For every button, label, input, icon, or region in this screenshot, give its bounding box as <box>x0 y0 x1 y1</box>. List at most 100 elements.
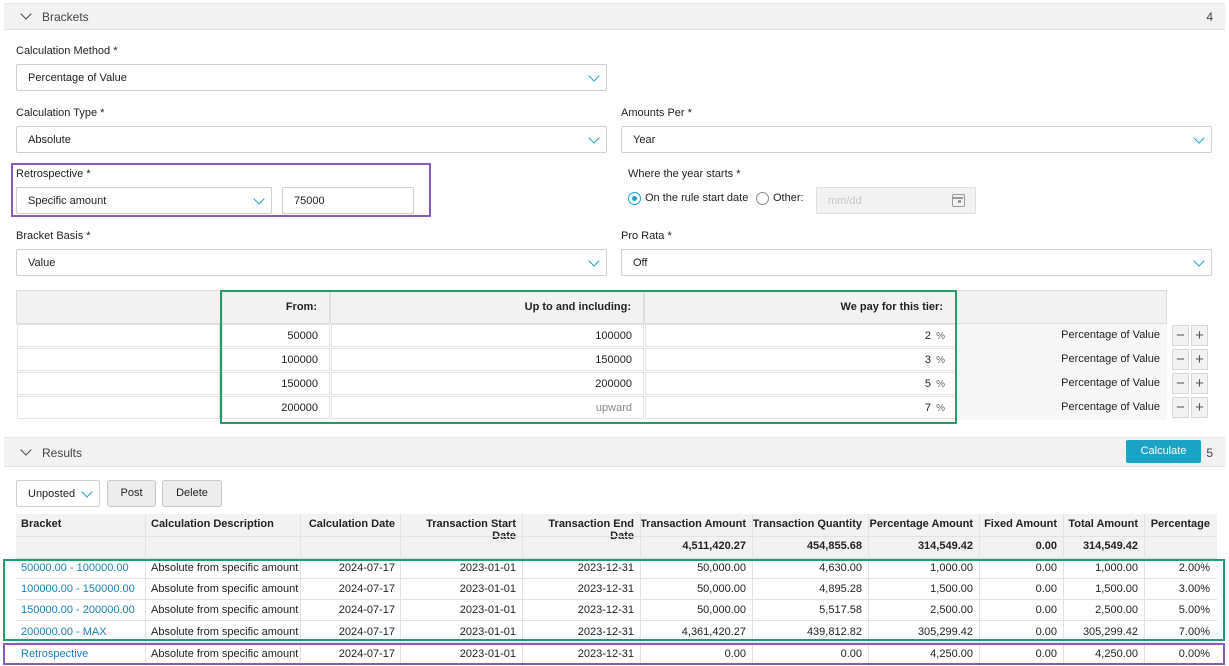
col-header-txn-quantity[interactable]: Transaction Quantity <box>752 518 862 530</box>
tier-remove-button[interactable]: − <box>1172 373 1189 394</box>
tier-header-pay: We pay for this tier: <box>644 290 956 324</box>
radio-other-label: Other: <box>773 192 804 204</box>
chevron-down-icon <box>253 193 265 205</box>
tier-add-button[interactable]: + <box>1191 397 1208 418</box>
cell-percentage: 0.00% <box>1178 648 1210 660</box>
tier-method-label: Percentage of Value <box>1061 353 1160 365</box>
tier-from-value: 150000 <box>281 378 318 390</box>
delete-button[interactable]: Delete <box>162 480 222 507</box>
date-placeholder: mm/dd <box>828 195 862 207</box>
tier-pay-unit: % <box>936 403 945 414</box>
tier-pay-input[interactable]: 7 % <box>645 396 956 419</box>
col-header-fixed-amount[interactable]: Fixed Amount <box>984 518 1057 530</box>
tier-pay-input[interactable]: 3 % <box>645 348 956 371</box>
col-header-calc-date[interactable]: Calculation Date <box>308 518 395 530</box>
chevron-down-icon[interactable] <box>20 444 32 456</box>
cell-fixed-amount: 0.00 <box>1035 648 1057 660</box>
cell-txn-end-date: 2023-12-31 <box>577 648 634 660</box>
calc-type-select[interactable]: Absolute <box>16 126 607 153</box>
retrospective-amount-input[interactable]: 75000 <box>282 187 414 214</box>
tier-from-input[interactable]: 200000 <box>222 396 330 419</box>
retrospective-select[interactable]: Specific amount <box>16 187 272 214</box>
radio-rule-start-label: On the rule start date <box>645 192 749 204</box>
column-divider <box>752 514 753 666</box>
col-header-total-amount[interactable]: Total Amount <box>1068 518 1138 530</box>
cell-fixed-amount: 0.00 <box>1035 583 1057 595</box>
row-divider <box>16 599 1217 600</box>
bracket-link[interactable]: Retrospective <box>21 648 89 660</box>
cell-fixed-amount: 0.00 <box>1035 562 1057 574</box>
tier-upto-input[interactable]: upward <box>331 396 644 419</box>
col-header-calc-description[interactable]: Calculation Description <box>151 518 274 530</box>
tier-from-input[interactable]: 50000 <box>222 324 330 347</box>
col-header-bracket[interactable]: Bracket <box>21 518 62 530</box>
row-divider <box>16 620 1217 621</box>
cell-calc-date: 2024-07-17 <box>338 583 395 595</box>
col-header-txn-start-date[interactable]: Transaction Start Date <box>426 518 516 542</box>
status-filter-select[interactable]: Unposted <box>16 480 100 507</box>
chevron-down-icon <box>588 70 600 82</box>
tier-add-button[interactable]: + <box>1191 349 1208 370</box>
tier-row-spacer <box>17 324 220 347</box>
row-divider <box>16 642 1217 643</box>
col-header-percentage-amount[interactable]: Percentage Amount <box>869 518 973 530</box>
bracket-link[interactable]: 50000.00 - 100000.00 <box>21 562 129 574</box>
tier-add-button[interactable]: + <box>1191 373 1208 394</box>
column-divider <box>400 514 401 666</box>
column-divider <box>868 514 869 666</box>
col-header-txn-amount[interactable]: Transaction Amount <box>640 518 746 530</box>
tier-remove-button[interactable]: − <box>1172 397 1189 418</box>
tier-from-value: 100000 <box>281 354 318 366</box>
cell-total-amount: 4,250.00 <box>1095 648 1138 660</box>
cell-txn-start-date: 2023-01-01 <box>459 626 516 638</box>
radio-rule-start-date[interactable] <box>628 192 641 205</box>
cell-txn-end-date: 2023-12-31 <box>577 604 634 616</box>
calc-method-select[interactable]: Percentage of Value <box>16 64 607 91</box>
cell-percentage: 2.00% <box>1178 562 1210 574</box>
tier-remove-button[interactable]: − <box>1172 325 1189 346</box>
year-start-date-input: mm/dd <box>816 187 976 214</box>
chevron-down-icon[interactable] <box>20 8 32 20</box>
tier-remove-button[interactable]: − <box>1172 349 1189 370</box>
brackets-count: 4 <box>1206 10 1213 24</box>
column-divider <box>1063 514 1064 666</box>
tier-from-input[interactable]: 150000 <box>222 372 330 395</box>
chevron-down-icon <box>81 486 93 498</box>
pro-rata-select[interactable]: Off <box>621 249 1212 276</box>
tier-from-value: 50000 <box>287 330 318 342</box>
tier-add-button[interactable]: + <box>1191 325 1208 346</box>
bracket-link[interactable]: 200000.00 - MAX <box>21 626 107 638</box>
calculate-button[interactable]: Calculate <box>1126 440 1201 463</box>
tier-upto-input[interactable]: 150000 <box>331 348 644 371</box>
cell-calc-description: Absolute from specific amount <box>151 583 299 595</box>
cell-txn-end-date: 2023-12-31 <box>577 583 634 595</box>
tier-method-column <box>958 324 1167 420</box>
brackets-section-header[interactable]: Brackets 4 <box>4 3 1225 30</box>
cell-calc-description: Absolute from specific amount <box>151 562 299 574</box>
bracket-basis-select[interactable]: Value <box>16 249 607 276</box>
results-section-header[interactable]: Results 5 <box>4 437 1225 467</box>
header-divider <box>16 536 1217 537</box>
cell-txn-amount: 0.00 <box>724 648 746 660</box>
tier-pay-value: 7 <box>924 402 931 414</box>
tier-from-input[interactable]: 100000 <box>222 348 330 371</box>
chevron-down-icon <box>588 255 600 267</box>
post-button[interactable]: Post <box>107 480 156 507</box>
tier-pay-input[interactable]: 5 % <box>645 372 956 395</box>
radio-other[interactable] <box>756 192 769 205</box>
retrospective-value: Specific amount <box>28 195 107 207</box>
retrospective-amount-value: 75000 <box>294 195 325 207</box>
tier-method-label: Percentage of Value <box>1061 401 1160 413</box>
amounts-per-select[interactable]: Year <box>621 126 1212 153</box>
cell-txn-start-date: 2023-01-01 <box>459 562 516 574</box>
bracket-link[interactable]: 100000.00 - 150000.00 <box>21 583 135 595</box>
cell-txn-start-date: 2023-01-01 <box>459 604 516 616</box>
col-header-txn-end-date[interactable]: Transaction End Date <box>548 518 634 542</box>
cell-txn-quantity: 439,812.82 <box>806 626 862 638</box>
bracket-link[interactable]: 150000.00 - 200000.00 <box>21 604 135 616</box>
col-header-percentage[interactable]: Percentage <box>1150 518 1210 530</box>
cell-txn-amount: 50,000.00 <box>697 562 746 574</box>
tier-upto-input[interactable]: 100000 <box>331 324 644 347</box>
tier-upto-input[interactable]: 200000 <box>331 372 644 395</box>
cell-calc-description: Absolute from specific amount <box>151 626 299 638</box>
